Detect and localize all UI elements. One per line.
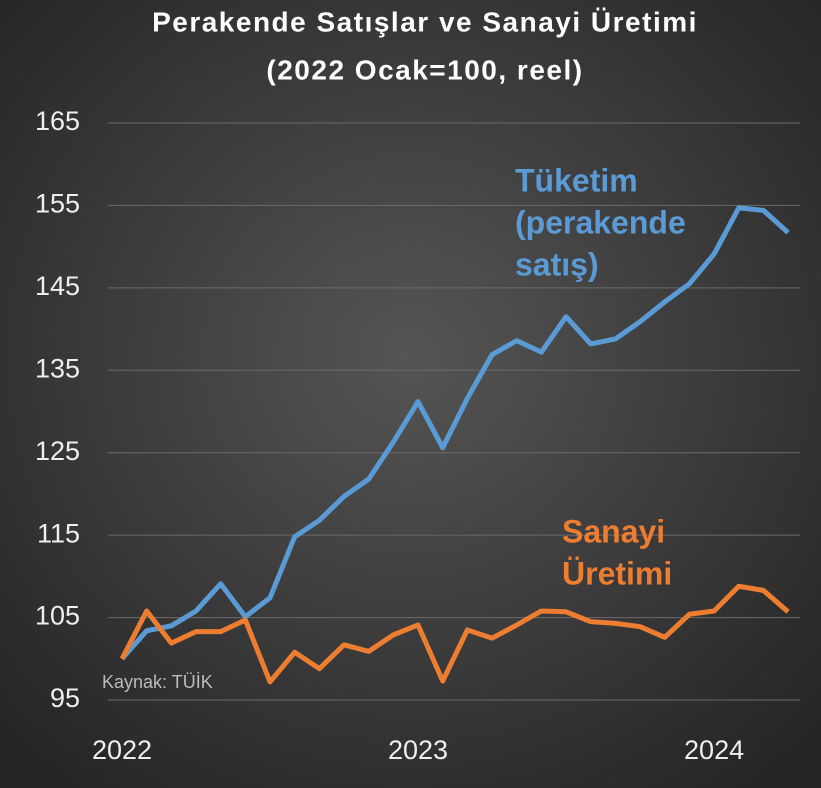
x-tick-label: 2022 bbox=[92, 735, 152, 765]
y-tick-label: 135 bbox=[35, 353, 80, 383]
chart-subtitle: (2022 Ocak=100, reel) bbox=[266, 54, 583, 85]
x-tick-label: 2023 bbox=[388, 735, 448, 765]
y-tick-label: 165 bbox=[35, 106, 80, 136]
series-label: Tüketim bbox=[515, 162, 638, 198]
y-tick-label: 145 bbox=[35, 271, 80, 301]
series-label: Üretimi bbox=[562, 555, 672, 591]
series-line bbox=[120, 205, 790, 661]
y-tick-label: 125 bbox=[35, 436, 80, 466]
y-tick-label: 105 bbox=[35, 601, 80, 631]
chart-title: Perakende Satışlar ve Sanayi Üretimi bbox=[152, 6, 698, 37]
series-label: (perakende bbox=[515, 204, 686, 240]
x-tick-label: 2024 bbox=[684, 735, 744, 765]
series-label: Sanayi bbox=[562, 513, 665, 549]
y-tick-label: 95 bbox=[50, 683, 80, 713]
series-line bbox=[119, 583, 790, 685]
series-label: satış) bbox=[515, 246, 599, 282]
source-note: Kaynak: TÜİK bbox=[102, 672, 213, 692]
y-tick-label: 115 bbox=[37, 518, 80, 548]
y-tick-label: 155 bbox=[35, 189, 80, 219]
